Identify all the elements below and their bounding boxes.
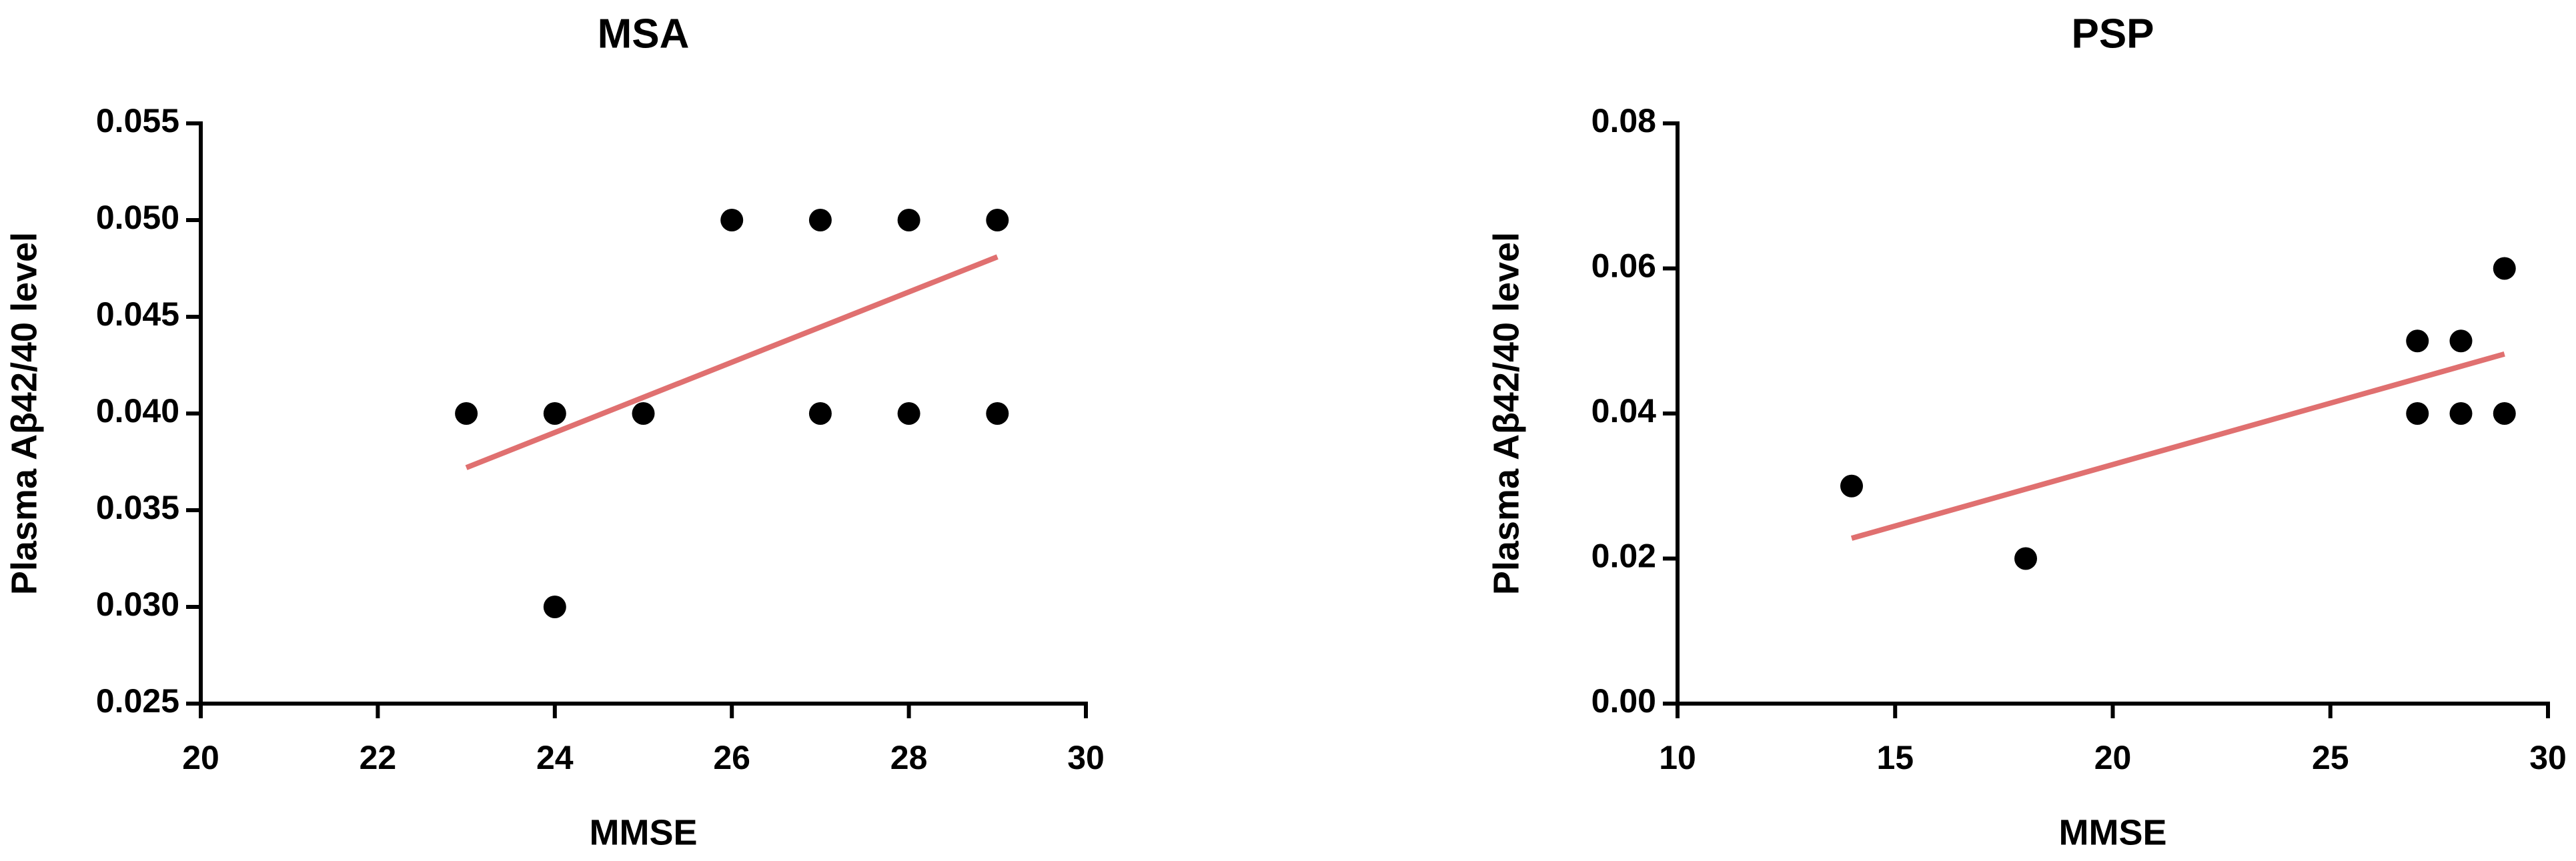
y-tick-label: 0.02	[1591, 538, 1656, 575]
chart-title: PSP	[2071, 11, 2154, 57]
x-axis-label: MMSE	[2059, 812, 2167, 852]
trend-line	[1850, 351, 2505, 541]
x-tick-label: 10	[1659, 739, 1696, 776]
x-tick-label: 15	[1876, 739, 1914, 776]
data-point	[2014, 547, 2037, 570]
data-point	[543, 596, 566, 618]
data-point	[808, 402, 832, 425]
y-tick-label: 0.08	[1591, 102, 1656, 139]
trend-line	[465, 254, 999, 470]
x-tick-label: 26	[713, 739, 750, 776]
y-tick-label: 0.045	[96, 295, 179, 333]
y-tick-label: 0.06	[1591, 247, 1656, 285]
y-tick-label: 0.04	[1591, 392, 1657, 429]
data-point	[720, 209, 744, 231]
data-point	[543, 402, 566, 425]
data-point	[2406, 329, 2429, 353]
y-tick-label: 0.055	[96, 102, 179, 139]
chart-panel: PSP MMSE Plasma Aβ42/40 level 0.00 0.02 0.04 0…	[1486, 11, 2567, 852]
data-point	[2449, 329, 2473, 353]
data-point	[455, 402, 478, 425]
y-tick-label: 0.025	[96, 682, 179, 720]
x-tick-label: 20	[2094, 739, 2132, 776]
x-tick-label: 30	[1067, 739, 1105, 776]
x-tick-label: 20	[182, 739, 219, 776]
x-axis-label: MMSE	[590, 812, 698, 852]
data-point	[1840, 474, 1863, 498]
data-point	[2493, 257, 2516, 280]
x-tick-label: 22	[360, 739, 397, 776]
data-point	[986, 402, 1009, 425]
data-point	[2493, 402, 2516, 425]
x-tick-label: 24	[536, 739, 574, 776]
x-tick-label: 25	[2312, 739, 2349, 776]
y-tick-label: 0.00	[1591, 682, 1656, 720]
data-point	[2406, 402, 2429, 425]
y-axis-label: Plasma Aβ42/40 level	[4, 232, 44, 595]
data-point	[897, 402, 920, 425]
data-point	[2449, 402, 2473, 425]
x-tick-label: 28	[890, 739, 928, 776]
chart-title: MSA	[598, 11, 690, 57]
y-tick-label: 0.030	[96, 586, 179, 623]
y-tick-label: 0.040	[96, 392, 179, 429]
y-axis-label: Plasma Aβ42/40 level	[1486, 232, 1526, 595]
data-point	[986, 209, 1009, 231]
y-tick-label: 0.050	[96, 199, 179, 236]
data-point	[897, 209, 920, 231]
y-tick-label: 0.035	[96, 489, 179, 526]
data-point	[632, 402, 655, 425]
x-tick-label: 30	[2529, 739, 2567, 776]
chart-panel: MSA MMSE Plasma Aβ42/40 level 0.025 0.030 0.0…	[4, 11, 1105, 852]
data-point	[808, 209, 832, 231]
